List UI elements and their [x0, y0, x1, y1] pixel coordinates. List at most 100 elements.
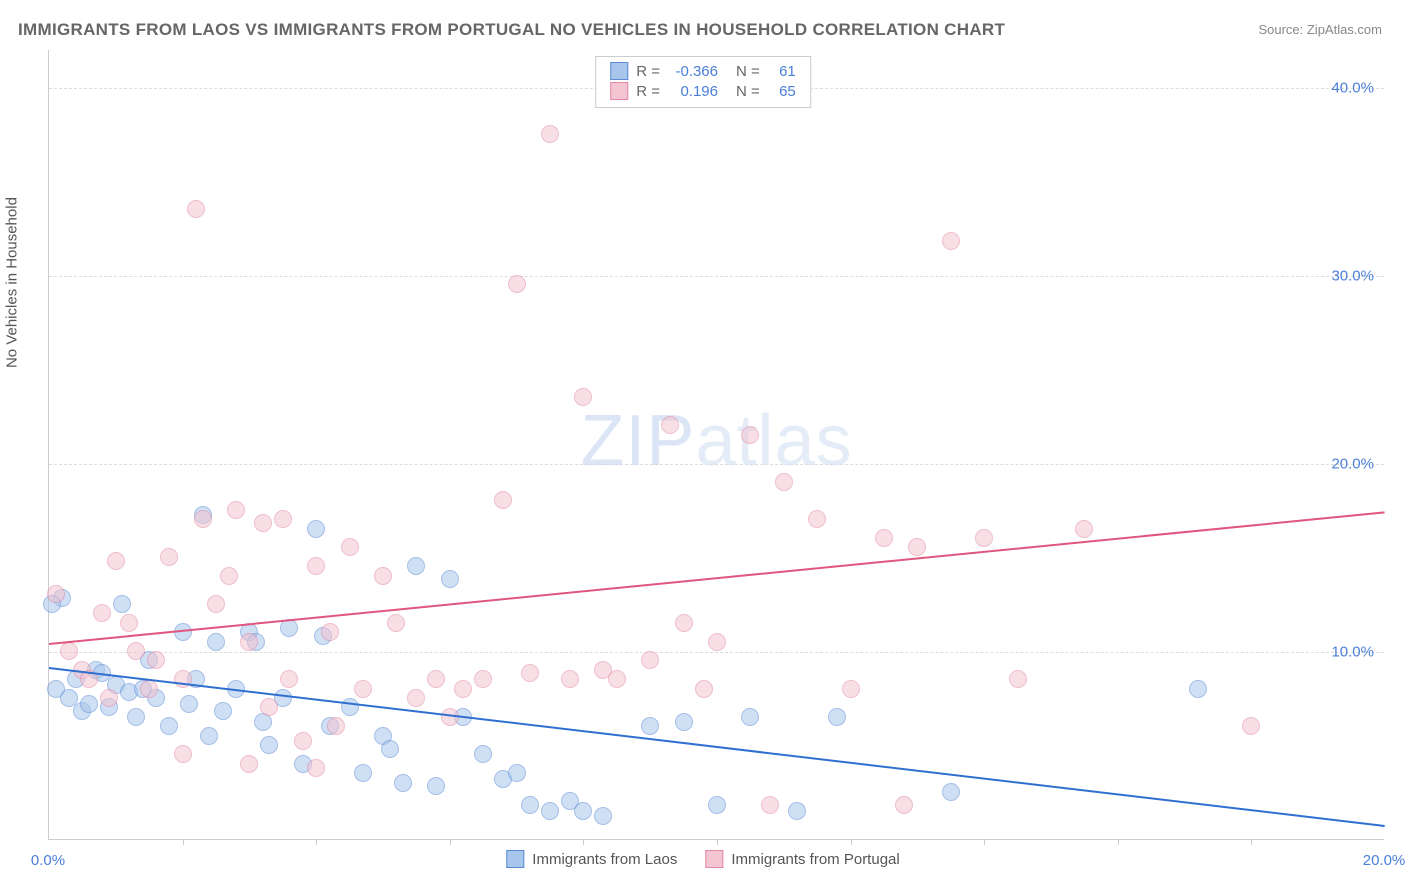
- source-link[interactable]: ZipAtlas.com: [1307, 22, 1382, 37]
- scatter-point: [407, 689, 425, 707]
- scatter-point: [1009, 670, 1027, 688]
- legend-r-value: -0.366: [668, 63, 718, 80]
- scatter-point: [260, 698, 278, 716]
- scatter-point: [441, 570, 459, 588]
- legend-stats-row: R =-0.366N =61: [610, 61, 796, 81]
- scatter-point: [387, 614, 405, 632]
- legend-stats-row: R =0.196N =65: [610, 81, 796, 101]
- scatter-point: [160, 717, 178, 735]
- grid-line: [49, 276, 1384, 277]
- scatter-point: [60, 642, 78, 660]
- scatter-point: [47, 585, 65, 603]
- scatter-point: [508, 764, 526, 782]
- x-tick: [450, 839, 451, 845]
- scatter-point: [1189, 680, 1207, 698]
- x-tick: [583, 839, 584, 845]
- grid-line: [49, 652, 1384, 653]
- x-tick: [1118, 839, 1119, 845]
- source-attribution: Source: ZipAtlas.com: [1258, 22, 1382, 37]
- legend-n-value: 65: [768, 83, 796, 100]
- x-tick: [984, 839, 985, 845]
- scatter-point: [187, 200, 205, 218]
- scatter-point: [808, 510, 826, 528]
- x-tick: [316, 839, 317, 845]
- scatter-point: [180, 695, 198, 713]
- scatter-point: [641, 717, 659, 735]
- legend-swatch: [610, 82, 628, 100]
- legend-series-item: Immigrants from Portugal: [705, 850, 899, 868]
- y-tick-label: 10.0%: [1331, 643, 1374, 660]
- scatter-point: [327, 717, 345, 735]
- legend-n-label: N =: [736, 83, 760, 100]
- scatter-point: [354, 764, 372, 782]
- scatter-point: [160, 548, 178, 566]
- x-tick: [1251, 839, 1252, 845]
- chart-plot-area: ZIPatlas 10.0%20.0%30.0%40.0%: [48, 50, 1384, 840]
- scatter-point: [194, 510, 212, 528]
- scatter-point: [675, 614, 693, 632]
- legend-stats-box: R =-0.366N =61R =0.196N =65: [595, 56, 811, 108]
- scatter-point: [541, 125, 559, 143]
- scatter-point: [140, 680, 158, 698]
- legend-n-label: N =: [736, 63, 760, 80]
- scatter-point: [641, 651, 659, 669]
- scatter-point: [741, 426, 759, 444]
- scatter-point: [107, 552, 125, 570]
- scatter-point: [942, 783, 960, 801]
- scatter-point: [474, 670, 492, 688]
- scatter-point: [127, 708, 145, 726]
- scatter-point: [254, 514, 272, 532]
- scatter-point: [761, 796, 779, 814]
- scatter-point: [200, 727, 218, 745]
- scatter-point: [427, 670, 445, 688]
- legend-r-value: 0.196: [668, 83, 718, 100]
- scatter-point: [875, 529, 893, 547]
- scatter-point: [280, 619, 298, 637]
- x-tick: [851, 839, 852, 845]
- scatter-point: [828, 708, 846, 726]
- scatter-point: [494, 491, 512, 509]
- grid-line: [49, 464, 1384, 465]
- watermark-text: ZIPatlas: [580, 399, 852, 481]
- scatter-point: [207, 595, 225, 613]
- scatter-point: [561, 670, 579, 688]
- scatter-point: [842, 680, 860, 698]
- trend-line: [49, 511, 1385, 645]
- scatter-point: [220, 567, 238, 585]
- x-tick: [717, 839, 718, 845]
- scatter-point: [93, 604, 111, 622]
- scatter-point: [942, 232, 960, 250]
- scatter-point: [354, 680, 372, 698]
- scatter-point: [1242, 717, 1260, 735]
- scatter-point: [280, 670, 298, 688]
- legend-swatch: [506, 850, 524, 868]
- scatter-point: [675, 713, 693, 731]
- scatter-point: [454, 680, 472, 698]
- scatter-point: [307, 520, 325, 538]
- legend-series: Immigrants from Laos Immigrants from Port…: [506, 850, 899, 868]
- scatter-point: [174, 745, 192, 763]
- scatter-point: [427, 777, 445, 795]
- scatter-point: [274, 510, 292, 528]
- scatter-point: [541, 802, 559, 820]
- x-tick-label: 0.0%: [31, 852, 65, 869]
- scatter-point: [708, 796, 726, 814]
- scatter-point: [508, 275, 526, 293]
- scatter-point: [120, 614, 138, 632]
- scatter-point: [240, 633, 258, 651]
- scatter-point: [321, 623, 339, 641]
- scatter-point: [521, 796, 539, 814]
- scatter-point: [207, 633, 225, 651]
- chart-title: IMMIGRANTS FROM LAOS VS IMMIGRANTS FROM …: [18, 20, 1005, 40]
- legend-swatch: [610, 62, 628, 80]
- legend-r-label: R =: [636, 63, 660, 80]
- scatter-point: [227, 501, 245, 519]
- scatter-point: [394, 774, 412, 792]
- scatter-point: [521, 664, 539, 682]
- scatter-point: [80, 695, 98, 713]
- y-tick-label: 30.0%: [1331, 267, 1374, 284]
- scatter-point: [895, 796, 913, 814]
- scatter-point: [661, 416, 679, 434]
- legend-series-item: Immigrants from Laos: [506, 850, 677, 868]
- scatter-point: [775, 473, 793, 491]
